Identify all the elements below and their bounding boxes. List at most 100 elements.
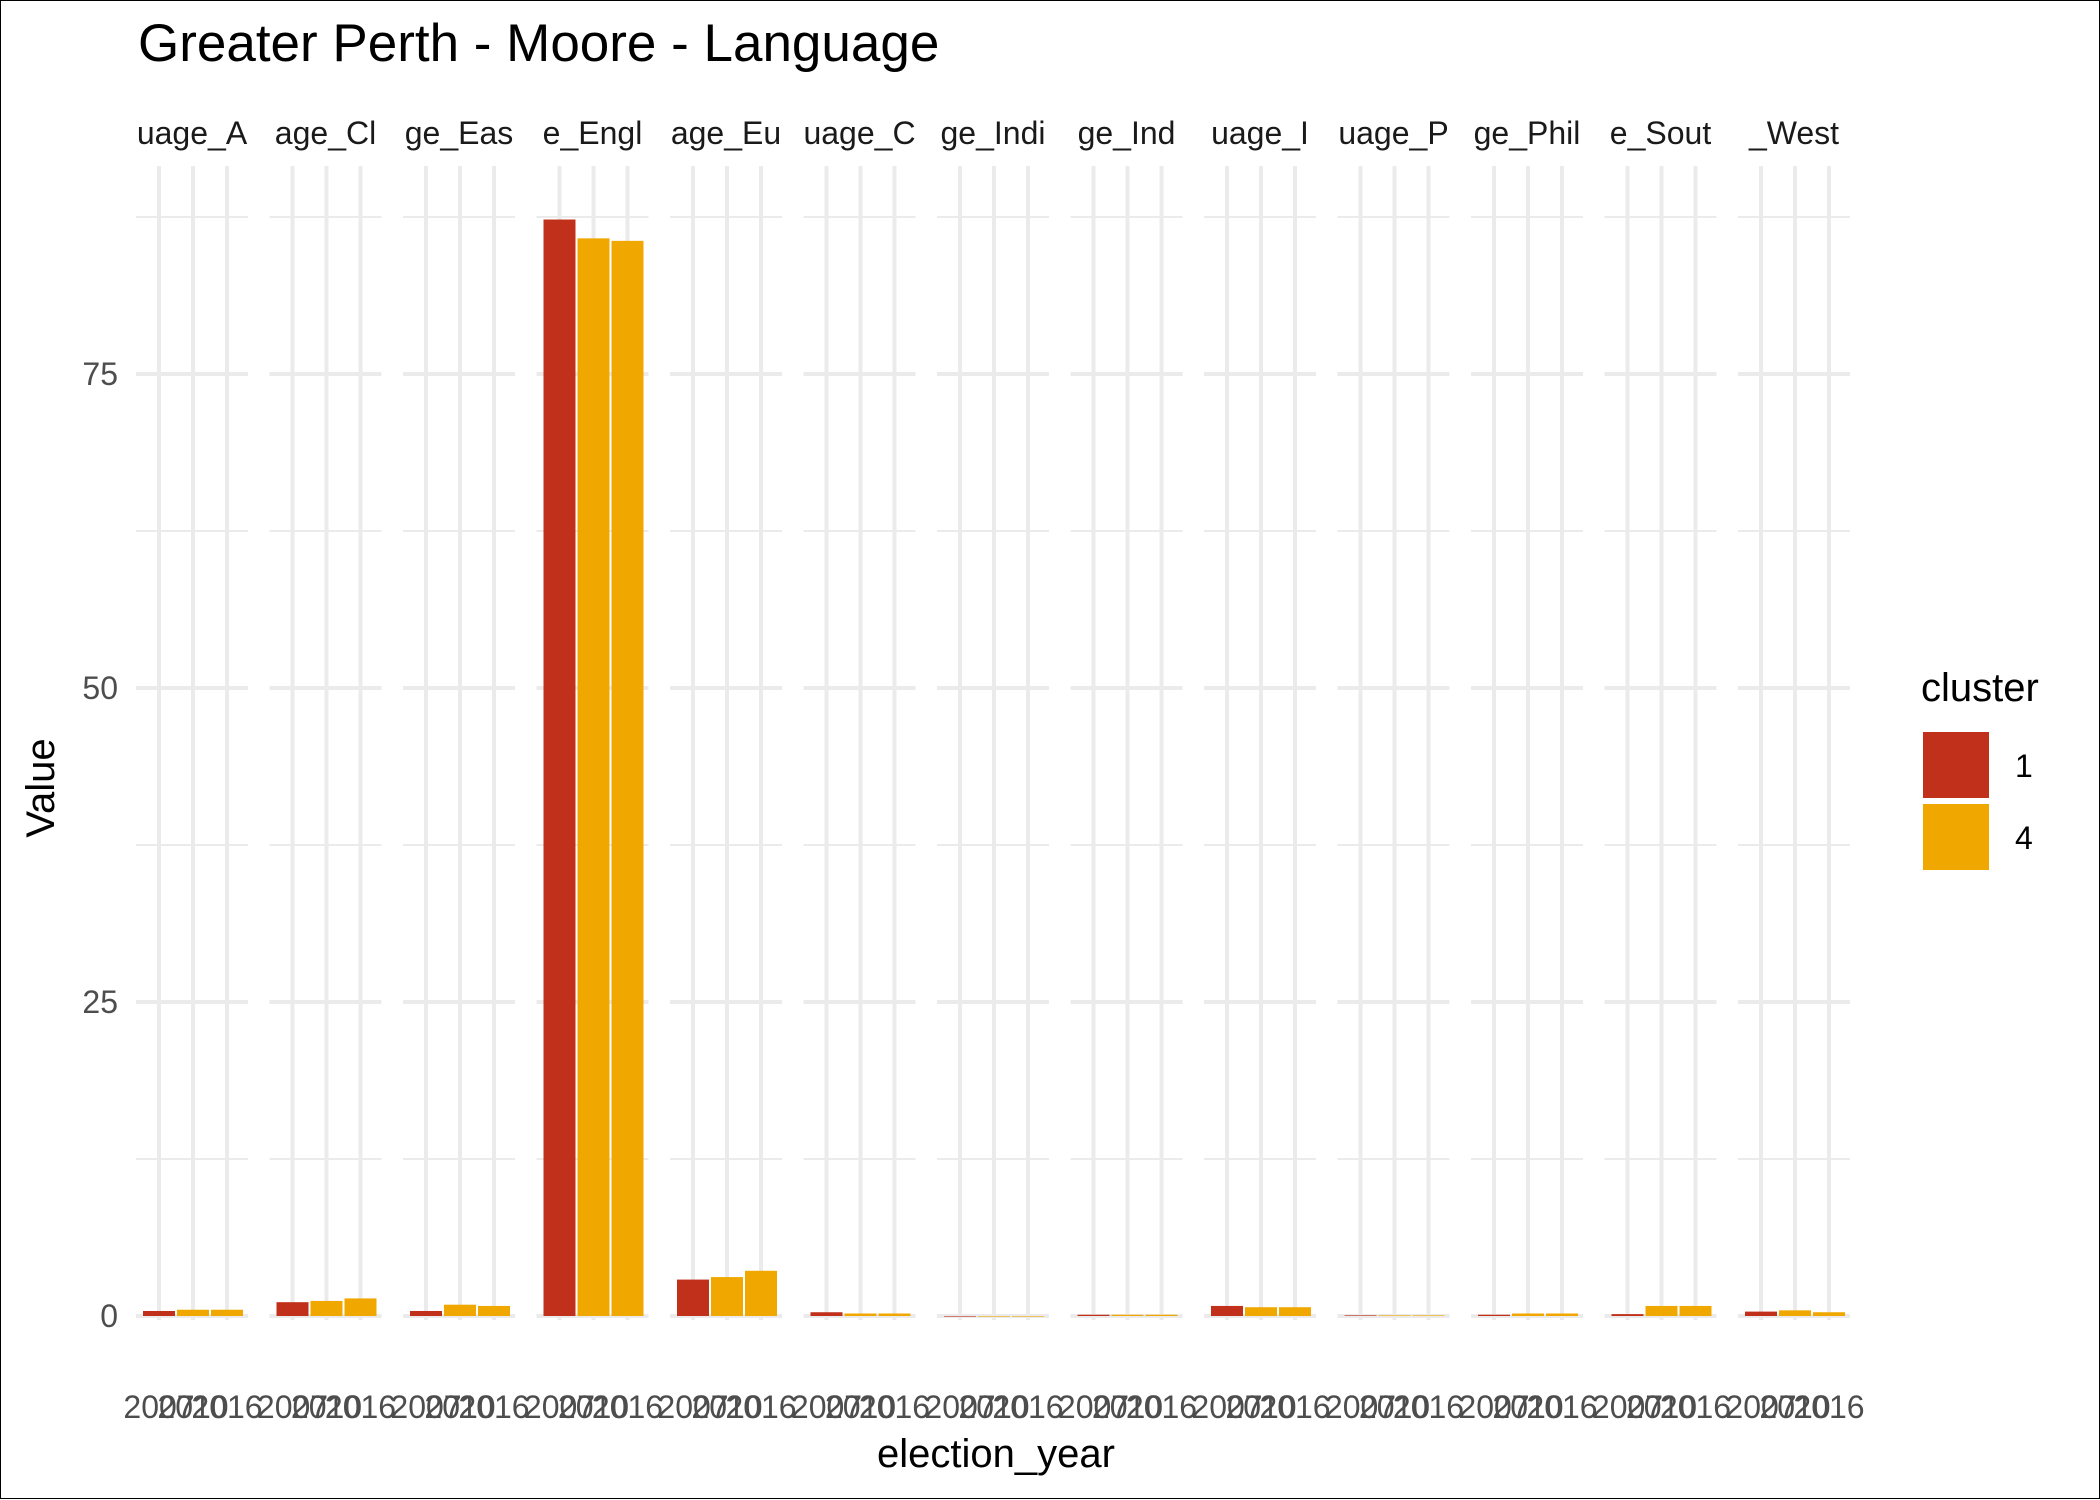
facet-strip-label: _West (1748, 115, 1839, 151)
bar-e_Sout-2010 (1645, 1305, 1678, 1316)
x-tick-label: 2016 (1526, 1389, 1597, 1425)
chart-title: Greater Perth - Moore - Language (138, 14, 939, 73)
y-tick-label: 75 (82, 356, 118, 392)
bar-ge_Phil-2007 (1478, 1314, 1510, 1316)
bar-uage_A-2016 (211, 1309, 243, 1316)
facet-strip-label: uage_C (803, 115, 915, 151)
x-tick-label: 2010 (1626, 1389, 1697, 1425)
bar-age_Cl-2016 (344, 1298, 377, 1316)
x-tick-label: 2016 (1393, 1389, 1464, 1425)
bar-e_Engl-2010 (577, 238, 610, 1316)
bar-uage_I-2010 (1245, 1307, 1277, 1316)
x-axis-title: election_year (877, 1432, 1115, 1476)
bar-e_Engl-2016 (611, 240, 644, 1316)
bar-ge_Indi-2010 (978, 1316, 1010, 1317)
bar-uage_A-2007 (143, 1310, 175, 1316)
bar-_West-2016 (1813, 1312, 1845, 1316)
x-axis-ticks: 2007201020162007201020162007201020162007… (123, 1389, 1864, 1425)
bar-uage_P-2016 (1412, 1315, 1445, 1316)
x-tick-label: 2016 (992, 1389, 1063, 1425)
bar-e_Sout-2016 (1679, 1305, 1712, 1316)
bar-ge_Ind-2010 (1111, 1314, 1144, 1316)
x-tick-label: 2007 (1325, 1389, 1396, 1425)
bar-ge_Indi-2007 (944, 1316, 976, 1317)
legend-key-4 (1923, 804, 1989, 870)
bars-layer (143, 219, 1845, 1317)
bar-uage_P-2007 (1344, 1315, 1377, 1316)
bar-ge_Indi-2016 (1012, 1316, 1044, 1317)
bar-age_Eu-2010 (711, 1277, 743, 1316)
bar-e_Engl-2007 (543, 219, 576, 1317)
x-tick-label: 2007 (123, 1389, 194, 1425)
bar-ge_Eas-2007 (410, 1310, 442, 1316)
x-tick-label: 2010 (825, 1389, 896, 1425)
facet-strip-label: uage_A (137, 115, 248, 151)
x-tick-label: 2016 (592, 1389, 663, 1425)
x-tick-label: 2016 (458, 1389, 529, 1425)
bar-age_Eu-2007 (677, 1279, 709, 1316)
bar-ge_Eas-2010 (444, 1304, 476, 1316)
facet-strip-label: uage_I (1211, 115, 1309, 151)
x-tick-label: 2007 (524, 1389, 595, 1425)
bar-age_Eu-2016 (745, 1270, 777, 1316)
y-axis-ticks: 0 25 50 75 (82, 356, 118, 1334)
bar-ge_Eas-2016 (478, 1305, 510, 1316)
x-tick-label: 2010 (1225, 1389, 1296, 1425)
facet-strip-label: uage_P (1338, 115, 1448, 151)
bar-ge_Ind-2007 (1077, 1314, 1110, 1316)
x-tick-label: 2007 (257, 1389, 328, 1425)
x-tick-label: 2016 (191, 1389, 262, 1425)
x-tick-label: 2016 (1126, 1389, 1197, 1425)
facet-strip-label: age_Eu (671, 115, 781, 151)
facet-strip-label: ge_Indi (941, 115, 1046, 151)
x-tick-label: 2016 (325, 1389, 396, 1425)
x-tick-label: 2010 (424, 1389, 495, 1425)
x-tick-label: 2016 (1793, 1389, 1864, 1425)
bar-uage_P-2010 (1378, 1315, 1411, 1316)
x-tick-label: 2010 (1492, 1389, 1563, 1425)
grid-layer (136, 166, 1850, 1320)
x-tick-label: 2010 (1092, 1389, 1163, 1425)
x-tick-label: 2007 (1725, 1389, 1796, 1425)
x-tick-label: 2016 (725, 1389, 796, 1425)
bar-e_Sout-2007 (1611, 1314, 1644, 1316)
facet-strip-label: e_Engl (543, 115, 643, 151)
facet-strip-label: e_Sout (1610, 115, 1712, 151)
bar-_West-2007 (1745, 1311, 1777, 1316)
x-tick-label: 2007 (1592, 1389, 1663, 1425)
x-tick-label: 2007 (791, 1389, 862, 1425)
bar-_West-2010 (1779, 1310, 1811, 1316)
x-tick-label: 2010 (291, 1389, 362, 1425)
bar-uage_C-2016 (878, 1313, 911, 1316)
x-tick-label: 2007 (924, 1389, 995, 1425)
x-tick-label: 2010 (958, 1389, 1029, 1425)
facet-strips: uage_A age_Cl ge_Eas e_Engl age_Eu uage_C ge_I… (137, 115, 1839, 151)
bar-uage_C-2010 (844, 1313, 877, 1316)
bar-ge_Phil-2010 (1512, 1313, 1544, 1316)
facet-strip-label: age_Cl (275, 115, 376, 151)
facet-strip-label: ge_Phil (1474, 115, 1581, 151)
y-tick-label: 25 (82, 984, 118, 1020)
x-tick-label: 2007 (390, 1389, 461, 1425)
bar-ge_Phil-2016 (1546, 1313, 1578, 1316)
x-tick-label: 2007 (1191, 1389, 1262, 1425)
bar-ge_Ind-2016 (1145, 1314, 1178, 1316)
bar-uage_I-2016 (1279, 1307, 1311, 1316)
x-tick-label: 2010 (157, 1389, 228, 1425)
bar-uage_I-2007 (1211, 1305, 1243, 1316)
bar-uage_C-2007 (810, 1312, 843, 1316)
y-axis-title: Value (19, 738, 63, 837)
bar-age_Cl-2010 (310, 1300, 343, 1316)
x-tick-label: 2007 (657, 1389, 728, 1425)
x-tick-label: 2010 (1759, 1389, 1830, 1425)
x-tick-label: 2007 (1458, 1389, 1529, 1425)
legend-key-1 (1923, 732, 1989, 798)
x-tick-label: 2016 (1259, 1389, 1330, 1425)
x-tick-label: 2007 (1058, 1389, 1129, 1425)
bar-age_Cl-2007 (276, 1302, 309, 1316)
legend-title: cluster (1921, 666, 2039, 710)
legend-label-1: 1 (2015, 748, 2033, 784)
x-tick-label: 2010 (1359, 1389, 1430, 1425)
x-tick-label: 2010 (691, 1389, 762, 1425)
